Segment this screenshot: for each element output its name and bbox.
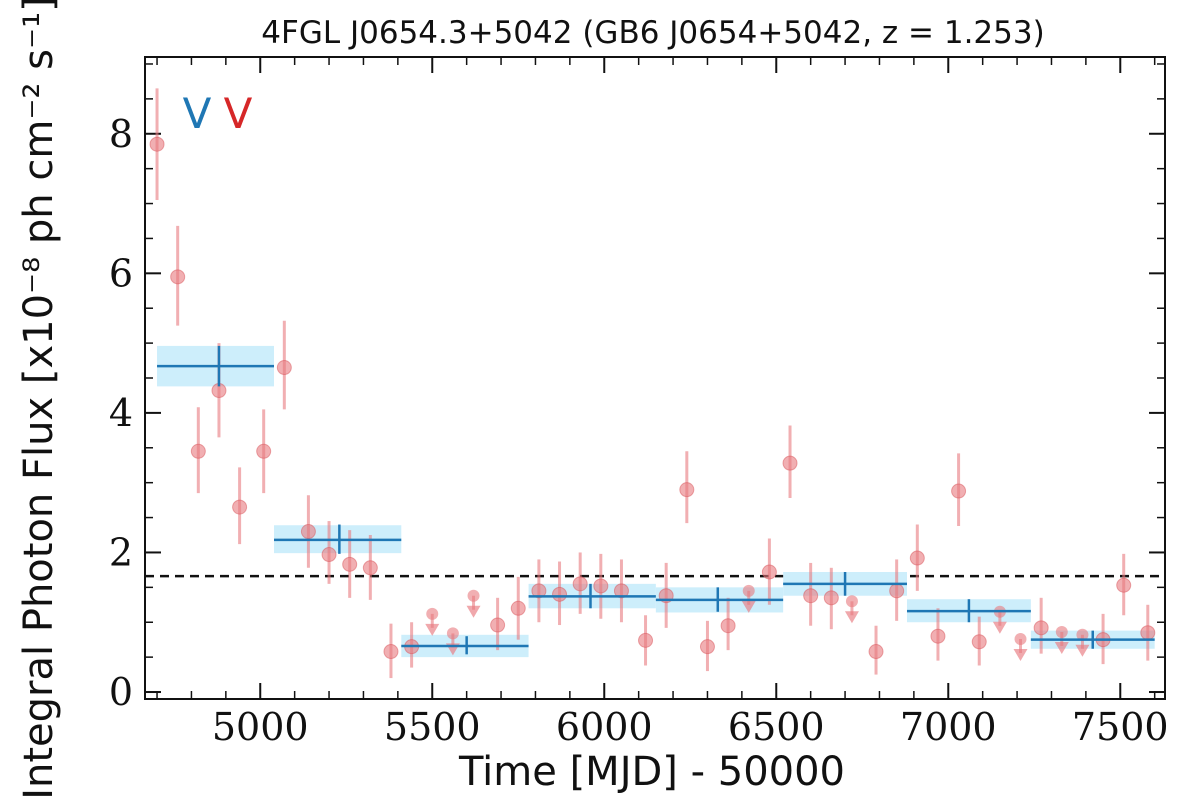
flux-point [699,639,715,655]
plot-area: 5000 5500 6000 6500 7000 7500 0 2 4 6 8 V V [109,57,1169,749]
upper-limit-arrow [844,611,859,624]
x-tick-label: 6500 [728,705,825,749]
y-axis-label: Integral Photon Flux [x10⁻⁸ ph cm⁻² s⁻¹] [16,0,62,800]
plot-frame [144,56,1166,700]
upper-limit-point [426,607,439,620]
flux-point [868,644,884,660]
flux-point [951,483,967,499]
flux-point [383,644,399,660]
flux-point [276,360,292,376]
upper-limit-point [845,595,858,608]
y-tick-label: 0 [109,670,133,714]
flux-point [1033,620,1049,636]
x-tick-label: 6000 [556,705,653,749]
flux-point [342,556,358,572]
x-axis-label: Time [MJD] - 50000 [458,749,845,795]
upper-limit-arrow [992,621,1007,634]
event-marker: V [183,89,212,138]
flux-point [909,550,925,566]
flux-point [531,583,547,599]
flux-point [761,564,777,580]
flux-point [1116,577,1132,593]
flux-point [300,524,316,540]
event-marker: V [224,89,253,138]
flux-point [362,560,378,576]
x-tick-label: 5500 [384,705,481,749]
flux-point [510,600,526,616]
flux-point [170,269,186,285]
flux-point [149,136,165,152]
upper-limit-point [446,627,459,640]
flux-point [971,634,987,650]
flux-point [930,628,946,644]
upper-limit-point [1055,626,1068,639]
flux-point [572,576,588,592]
flux-point [256,443,272,459]
flux-point [1140,625,1156,641]
flux-point [232,499,248,515]
x-tick-label: 5000 [212,705,309,749]
upper-limit-point [742,584,755,597]
flux-point [720,618,736,634]
x-tick-label: 7500 [1072,705,1169,749]
flux-point [823,590,839,606]
upper-limit-arrow [425,623,440,636]
upper-limit-arrow [1075,644,1090,657]
y-tick-label: 4 [109,391,133,435]
flux-point [613,583,629,599]
upper-limit-arrow [1054,642,1069,655]
flux-point [321,547,337,563]
upper-limit-arrow [466,605,481,618]
upper-limit-arrow [741,600,756,613]
y-tick-label: 2 [109,530,133,574]
flux-point [782,455,798,471]
upper-limit-point [1076,628,1089,641]
flux-point [190,443,206,459]
upper-limit-point [467,589,480,602]
flux-point [552,586,568,602]
y-tick-label: 8 [109,112,133,156]
y-tick-label: 6 [109,251,133,295]
flux-point [593,578,609,594]
flux-point [889,583,905,599]
flux-point [638,632,654,648]
flux-point [803,588,819,604]
chart-title: 4FGL J0654.3+5042 (GB6 J0654+5042, z = 1… [261,15,1044,51]
x-tick-label: 7000 [900,705,997,749]
flux-point [679,482,695,498]
upper-limit-point [1014,632,1027,645]
upper-limit-arrow [1013,648,1028,661]
flux-point [490,617,506,633]
